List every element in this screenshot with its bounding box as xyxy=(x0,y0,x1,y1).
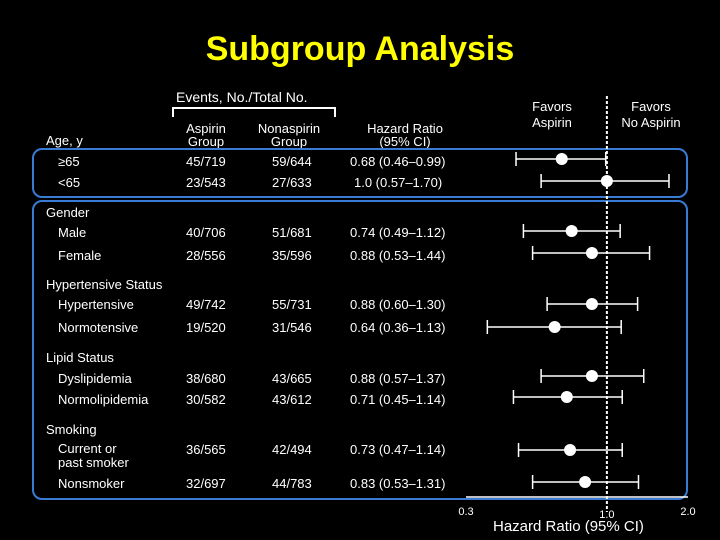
aspirin-events: 19/520 xyxy=(186,320,226,335)
aspirin-events: 36/565 xyxy=(186,442,226,457)
nonaspirin-events: 44/783 xyxy=(272,476,312,491)
hazard-ratio-text: 0.73 (0.47–1.14) xyxy=(350,442,446,457)
hazard-ratio-text: 0.83 (0.53–1.31) xyxy=(350,476,446,491)
aspirin-events: 30/582 xyxy=(186,392,226,407)
group-label-hypertensive: Hypertensive Status xyxy=(46,277,163,292)
hazard-ratio-column-header: Hazard Ratio (95% CI) xyxy=(367,121,443,149)
aspirin-events: 40/706 xyxy=(186,225,226,240)
hazard-ratio-text: 0.88 (0.60–1.30) xyxy=(350,297,446,312)
events-header: Events, No./Total No. xyxy=(176,89,308,105)
favors-aspirin-label: Favors Aspirin xyxy=(532,99,572,130)
x-tick-label: 1.0 xyxy=(599,509,614,521)
hazard-ratio-point xyxy=(555,153,568,165)
nonaspirin-events: 27/633 xyxy=(272,175,312,190)
hazard-ratio-point xyxy=(564,444,577,456)
x-tick-label: 0.3 xyxy=(458,506,473,518)
row-label: Female xyxy=(58,248,102,263)
hazard-ratio-point xyxy=(585,247,598,259)
hazard-ratio-point xyxy=(548,321,561,333)
nonaspirin-events: 59/644 xyxy=(272,154,312,169)
nonaspirin-events: 51/681 xyxy=(272,225,312,240)
row-label: Normotensive xyxy=(58,320,139,335)
row-label: Male xyxy=(58,225,87,240)
group-label-lipid: Lipid Status xyxy=(46,350,114,365)
events-bracket xyxy=(172,107,336,117)
hazard-ratio-text: 0.64 (0.36–1.13) xyxy=(350,320,446,335)
row-label: Normolipidemia xyxy=(58,392,149,407)
hazard-ratio-text: 0.74 (0.49–1.12) xyxy=(350,225,446,240)
row-label: Current or past smoker xyxy=(58,441,129,470)
nonaspirin-events: 43/665 xyxy=(272,371,312,386)
age-highlight-box xyxy=(32,148,688,198)
nonaspirin-events: 55/731 xyxy=(272,297,312,312)
aspirin-events: 32/697 xyxy=(186,476,226,491)
hazard-ratio-text: 0.88 (0.57–1.37) xyxy=(350,371,446,386)
hazard-ratio-point xyxy=(579,476,592,488)
aspirin-events: 49/742 xyxy=(186,297,226,312)
row-label: <65 xyxy=(58,175,81,190)
nonaspirin-column-header: Nonaspirin Group xyxy=(257,121,321,149)
hazard-ratio-point xyxy=(585,298,598,310)
row-label: Nonsmoker xyxy=(58,476,125,491)
hazard-ratio-text: 0.71 (0.45–1.14) xyxy=(350,392,446,407)
hazard-ratio-point xyxy=(565,225,578,237)
nonaspirin-events: 42/494 xyxy=(272,442,312,457)
subgroups-highlight-box xyxy=(32,200,688,500)
row-label: Dyslipidemia xyxy=(58,371,132,386)
nonaspirin-events: 43/612 xyxy=(272,392,312,407)
nonaspirin-events: 31/546 xyxy=(272,320,312,335)
x-tick-label: 2.0 xyxy=(680,506,695,518)
hazard-ratio-text: 0.88 (0.53–1.44) xyxy=(350,248,446,263)
page-title: Subgroup Analysis xyxy=(205,30,515,68)
hazard-ratio-point xyxy=(585,370,598,382)
favors-no-aspirin-label: Favors No Aspirin xyxy=(621,99,681,130)
hazard-ratio-text: 1.0 (0.57–1.70) xyxy=(354,175,443,190)
group-label-smoking: Smoking xyxy=(46,422,97,437)
row-label: Hypertensive xyxy=(58,297,134,312)
aspirin-events: 45/719 xyxy=(186,154,226,169)
hazard-ratio-text: 0.68 (0.46–0.99) xyxy=(350,154,446,169)
x-axis-title: Hazard Ratio (95% CI) xyxy=(493,518,644,535)
aspirin-events: 28/556 xyxy=(186,248,226,263)
aspirin-events: 38/680 xyxy=(186,371,226,386)
aspirin-events: 23/543 xyxy=(186,175,226,190)
group-label-age: Age, y xyxy=(46,133,83,148)
aspirin-column-header: Aspirin Group xyxy=(186,121,226,149)
nonaspirin-events: 35/596 xyxy=(272,248,312,263)
hazard-ratio-point xyxy=(600,175,613,187)
row-label: ≥65 xyxy=(58,154,80,169)
group-label-gender: Gender xyxy=(46,205,90,220)
hazard-ratio-point xyxy=(560,391,573,403)
